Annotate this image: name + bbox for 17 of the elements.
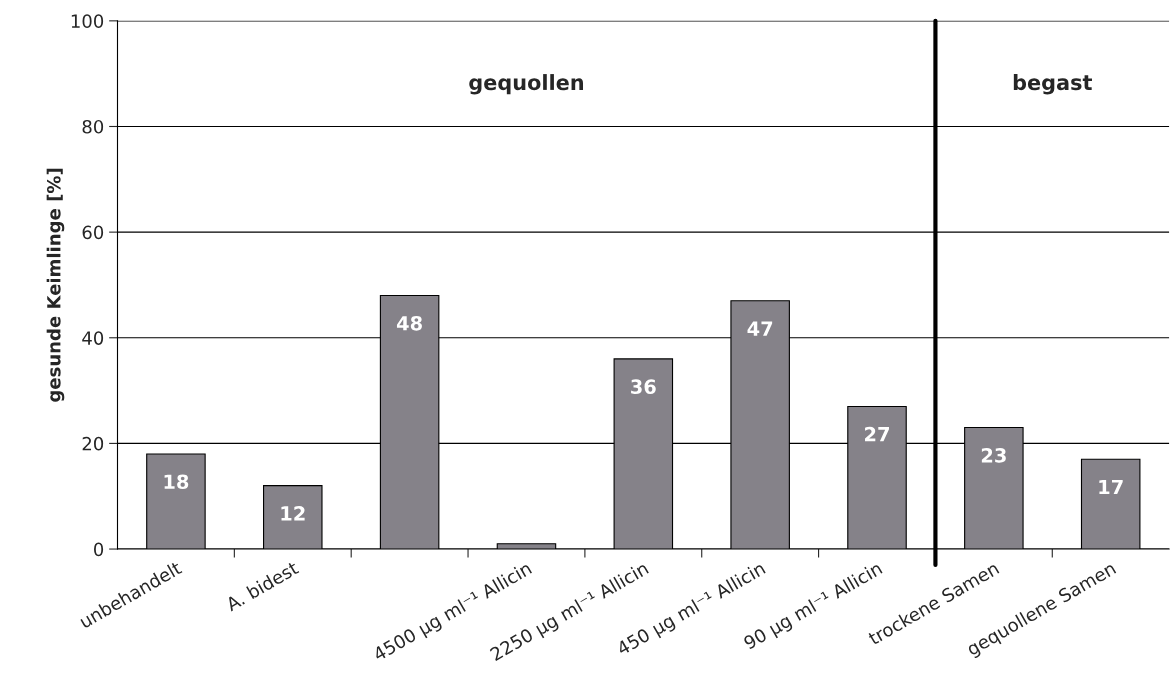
y-tick-label: 40 (82, 331, 104, 345)
y-tick-label: 0 (94, 542, 104, 557)
y-axis-title: gesunde Keimlinge [%] (46, 168, 65, 402)
y-tick-label: 20 (82, 436, 104, 451)
annotation: gequollen (469, 74, 584, 95)
annotation: begast (1013, 74, 1092, 95)
y-tick-label: 60 (82, 225, 104, 240)
data-label: 17 (1099, 479, 1123, 495)
data-label: 23 (981, 447, 1006, 463)
data-label: 12 (281, 506, 305, 521)
y-tick-label: 80 (82, 119, 104, 134)
data-label: 36 (631, 379, 656, 395)
data-label: 18 (164, 474, 189, 490)
data-label: 48 (396, 315, 422, 331)
data-label: 47 (747, 321, 773, 336)
data-label: 27 (865, 426, 889, 442)
y-tick-label: 100 (71, 14, 104, 28)
